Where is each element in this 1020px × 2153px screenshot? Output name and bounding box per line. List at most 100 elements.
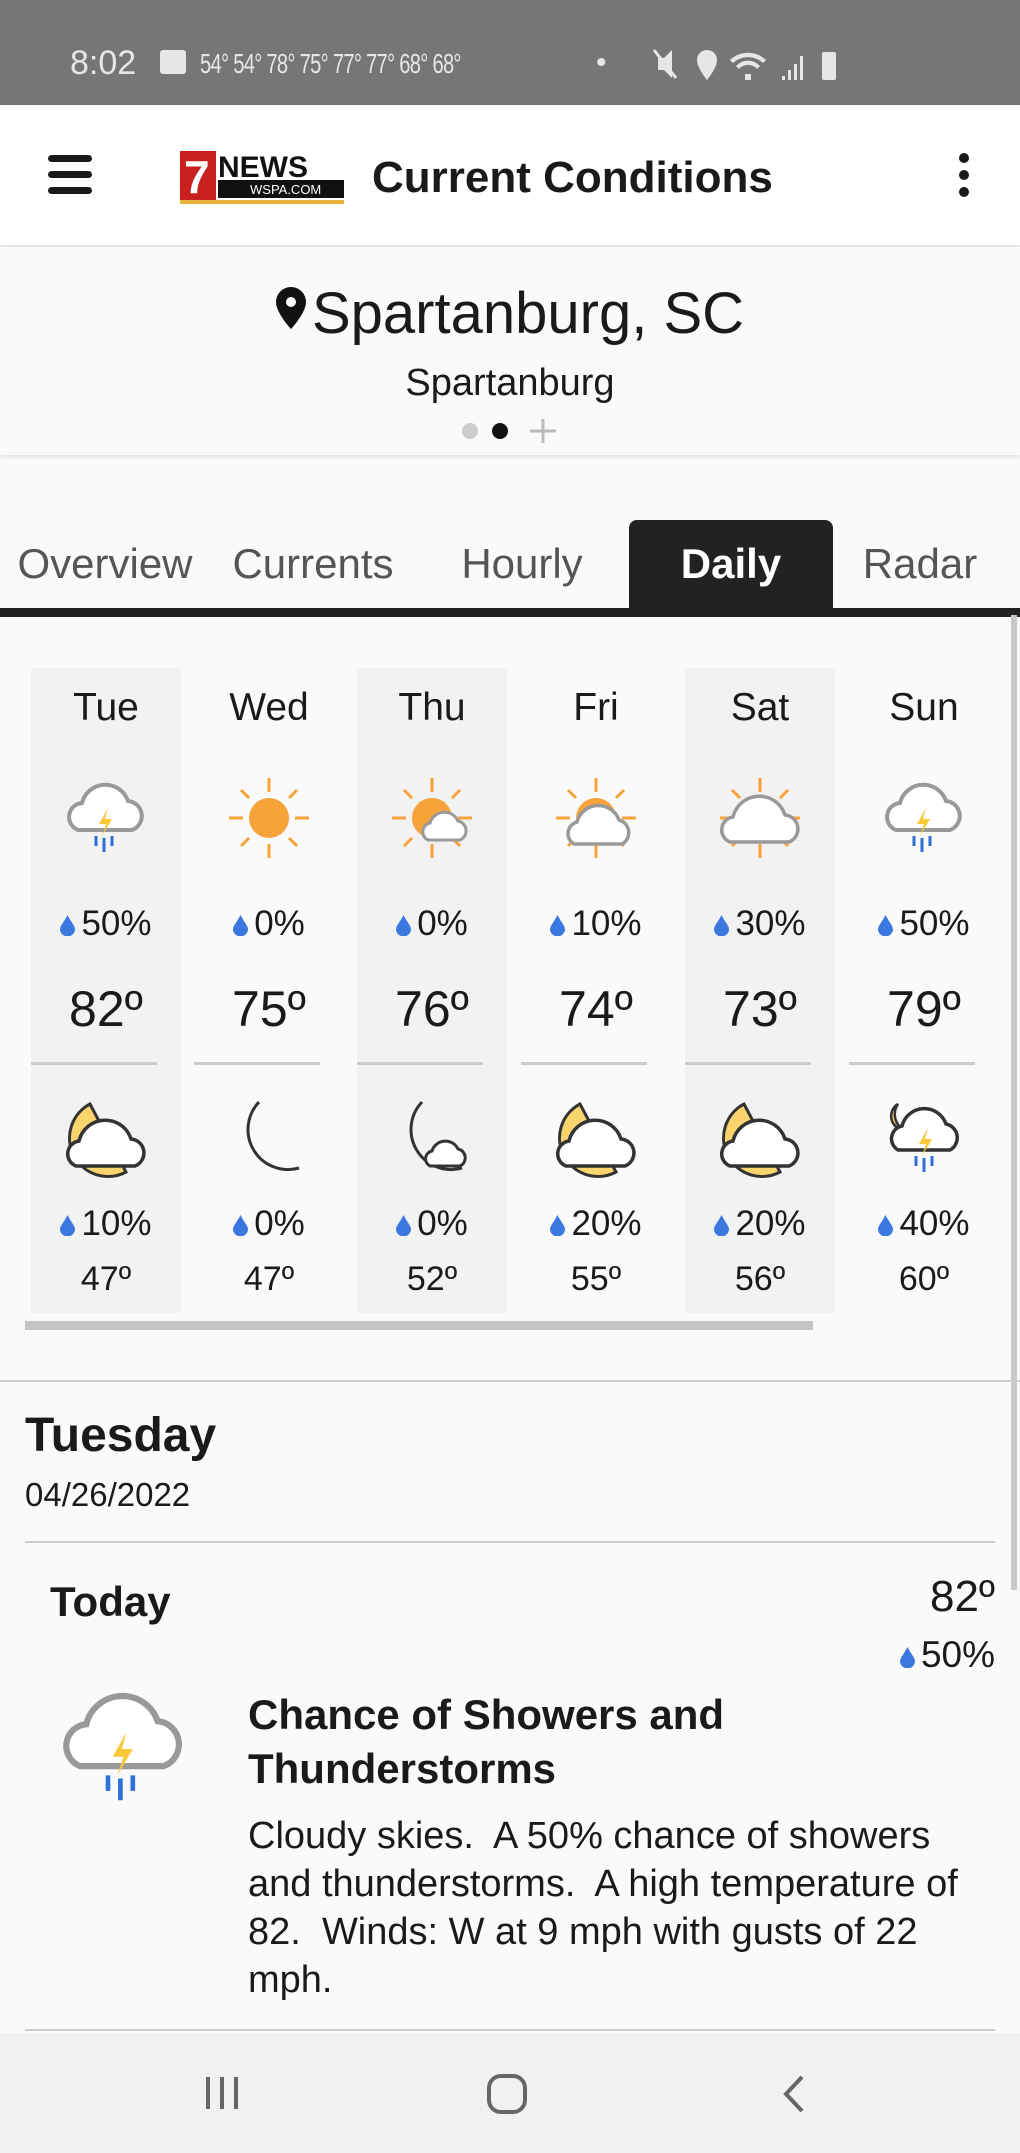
night-mostly-cloudy-icon xyxy=(710,1090,810,1190)
divider xyxy=(0,1380,1020,1382)
high-temp: 82º xyxy=(69,981,143,1037)
high-temp: 74º xyxy=(559,981,633,1037)
raindrop-icon xyxy=(878,1215,893,1236)
high-temp: 79º xyxy=(887,981,961,1037)
page-title: Current Conditions xyxy=(372,153,773,202)
location-page-indicator[interactable] xyxy=(460,419,560,443)
location-subtitle: Spartanburg xyxy=(405,362,615,404)
night-precip-value: 0% xyxy=(254,1204,305,1243)
raindrop-icon xyxy=(233,915,248,936)
low-temp: 47º xyxy=(243,1260,295,1298)
location-card[interactable]: Spartanburg, SC Spartanburg xyxy=(0,247,1020,455)
day-precip: 50% xyxy=(849,904,999,944)
high-temp: 73º xyxy=(723,981,797,1037)
low-temp: 52º xyxy=(406,1260,458,1298)
detail-period: Today xyxy=(50,1578,171,1625)
daily-column-wed[interactable]: Wed 0% 75º 0% 47º xyxy=(194,668,344,1313)
tab-currents[interactable]: Currents xyxy=(232,540,394,587)
divider xyxy=(194,1062,320,1065)
day-name: Fri xyxy=(573,686,619,729)
gallery-notification-icon xyxy=(160,50,186,74)
status-bar: 8:02 54° 54° 78° 75° 77° 77° 68° 68° • xyxy=(0,0,1020,105)
detail-precip: 50% xyxy=(900,1634,995,1676)
night-precip: 20% xyxy=(521,1204,671,1244)
day-precip: 0% xyxy=(194,904,344,944)
status-time: 8:02 xyxy=(70,44,137,82)
night-precip-value: 10% xyxy=(81,1204,152,1243)
night-precip-value: 20% xyxy=(571,1204,642,1243)
divider xyxy=(357,1062,483,1065)
svg-text:7: 7 xyxy=(184,151,210,203)
recent-apps-button[interactable] xyxy=(202,2075,242,2111)
night-mostly-cloudy-icon xyxy=(546,1090,646,1190)
hamburger-menu-button[interactable] xyxy=(48,155,92,195)
day-name: Tue xyxy=(73,686,139,729)
daily-column-sun[interactable]: Sun 50% 79º 40% 60º xyxy=(849,668,999,1313)
daily-column-thu[interactable]: Thu 0% 76º 0% 52º xyxy=(357,668,507,1313)
daily-column-tue[interactable]: Tue 50% 82º 10% 47º xyxy=(31,668,181,1313)
raindrop-icon xyxy=(396,915,411,936)
raindrop-icon xyxy=(233,1215,248,1236)
daily-column-fri[interactable]: Fri 10% 74º 20% 55º xyxy=(521,668,671,1313)
night-precip-value: 20% xyxy=(735,1204,806,1243)
thunderstorm-icon xyxy=(56,768,156,868)
night-precip: 0% xyxy=(194,1204,344,1244)
tab-hourly[interactable]: Hourly xyxy=(461,540,583,587)
day-name: Wed xyxy=(229,686,309,729)
detail-description: Cloudy skies. A 50% chance of showers an… xyxy=(248,1815,969,2001)
low-temp: 56º xyxy=(734,1260,786,1298)
day-precip: 10% xyxy=(521,904,671,944)
day-name: Sun xyxy=(889,686,959,729)
high-temp: 75º xyxy=(232,981,306,1037)
night-precip-value: 40% xyxy=(899,1204,970,1243)
app-header: 7 NEWS WSPA.COM Current Conditions xyxy=(0,105,1020,245)
raindrop-icon xyxy=(878,915,893,936)
raindrop-icon xyxy=(396,1215,411,1236)
night-mostly-cloudy-icon xyxy=(56,1090,156,1190)
back-button[interactable] xyxy=(778,2073,808,2115)
night-precip-value: 0% xyxy=(417,1204,468,1243)
wifi-icon xyxy=(730,52,766,80)
more-options-button[interactable] xyxy=(954,153,974,201)
detail-precip-value: 50% xyxy=(920,1634,995,1675)
day-precip-value: 0% xyxy=(417,904,468,943)
day-precip: 50% xyxy=(31,904,181,944)
raindrop-icon xyxy=(714,1215,729,1236)
low-temp: 60º xyxy=(898,1260,950,1298)
night-precip: 10% xyxy=(31,1204,181,1244)
day-precip-value: 50% xyxy=(899,904,970,943)
low-temp: 55º xyxy=(570,1260,622,1298)
tab-daily[interactable]: Daily xyxy=(629,520,833,608)
system-status-icons xyxy=(652,49,836,80)
day-precip-value: 10% xyxy=(571,904,642,943)
cloudy-day-icon xyxy=(710,768,810,868)
tab-overview[interactable]: Overview xyxy=(17,540,193,587)
night-precip: 20% xyxy=(685,1204,835,1244)
raindrop-icon xyxy=(60,1215,75,1236)
day-precip: 0% xyxy=(357,904,507,944)
notification-temps: 54° 54° 78° 75° 77° 77° 68° 68° xyxy=(200,48,462,79)
partly-sunny-icon xyxy=(382,768,482,868)
thunderstorm-icon xyxy=(874,768,974,868)
add-location-icon xyxy=(530,419,556,443)
horizontal-scrollbar[interactable] xyxy=(25,1321,813,1330)
location-pin-icon xyxy=(275,287,306,329)
tab-underline xyxy=(0,608,1020,617)
high-temp: 76º xyxy=(395,981,469,1037)
day-precip-value: 50% xyxy=(81,904,152,943)
thunderstorm-icon xyxy=(46,1670,201,1825)
detail-date: 04/26/2022 xyxy=(25,1476,191,1513)
tab-bar: Overview Currents Hourly Daily Radar xyxy=(0,520,1020,617)
divider xyxy=(849,1062,975,1065)
divider xyxy=(31,1062,157,1065)
tab-radar[interactable]: Radar xyxy=(862,540,978,587)
daily-column-sat[interactable]: Sat 30% 73º 20% 56º xyxy=(685,668,835,1313)
location-title: Spartanburg, SC xyxy=(0,280,1020,347)
day-name: Thu xyxy=(398,686,466,729)
raindrop-icon xyxy=(550,915,565,936)
divider xyxy=(25,2029,995,2031)
vertical-scrollbar[interactable] xyxy=(1011,615,1017,1590)
notification-dot: • xyxy=(596,46,607,79)
sunny-icon xyxy=(219,768,319,868)
home-button[interactable] xyxy=(486,2073,528,2115)
